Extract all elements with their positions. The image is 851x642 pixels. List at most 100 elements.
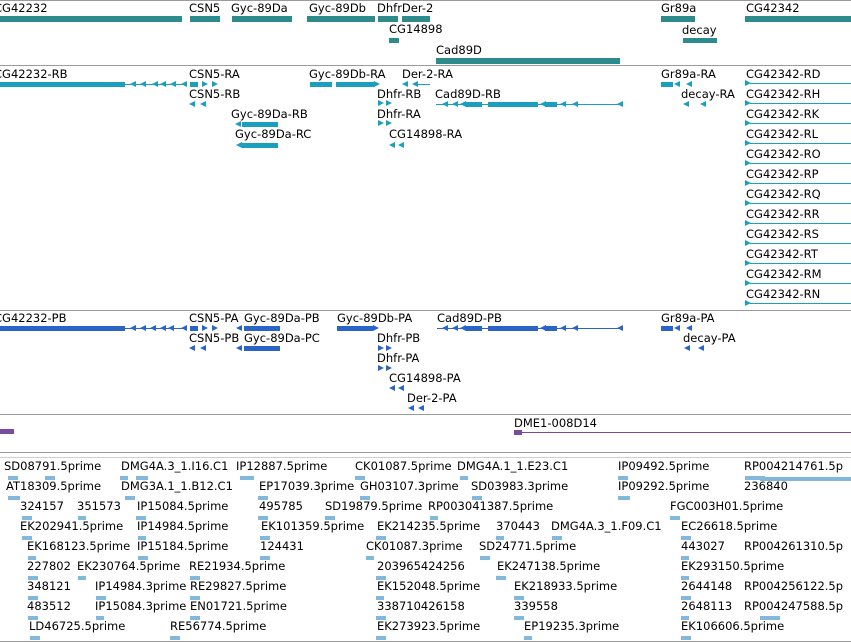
est-label[interactable]: 124431 [260,539,304,553]
protein-label[interactable]: Dhfr-PB [377,331,421,345]
est-label[interactable]: 370443 [496,519,540,533]
feature-bar[interactable] [466,326,482,331]
est-label[interactable]: RP004247588.5p [744,599,844,613]
est-bar[interactable] [28,616,38,620]
protein-label[interactable]: CSN5-PB [189,331,240,345]
est-bar[interactable] [681,556,689,560]
gene-label[interactable]: decay [682,23,717,37]
est-label[interactable]: IP09492.5prime [618,459,710,473]
feature-bar[interactable] [0,82,125,87]
gene-bar[interactable] [307,16,375,22]
est-bar[interactable] [376,596,384,600]
gene-bar[interactable] [378,16,398,22]
est-bar[interactable] [138,536,146,540]
protein-label[interactable]: Gr89a-PA [661,311,715,325]
est-label[interactable]: 348121 [27,579,71,593]
gene-bar[interactable] [389,38,399,43]
transcript-label[interactable]: CG14898-RA [389,127,463,141]
est-bar[interactable] [376,536,386,540]
est-bar[interactable] [28,556,36,560]
est-bar[interactable] [681,596,691,600]
est-bar[interactable] [260,556,270,560]
gene-label[interactable]: CG14898 [389,22,443,36]
transcript-label[interactable]: CG42342-RL [746,127,819,141]
est-label[interactable]: IP12887.5prime [236,459,328,473]
est-label[interactable]: 236840 [744,479,788,493]
est-bar[interactable] [8,496,20,500]
transcript-label[interactable]: CG42342-RK [746,107,820,121]
est-bar[interactable] [120,476,128,480]
transcript-label[interactable]: CG42342-RN [746,287,821,301]
gene-label[interactable]: CG42232 [0,1,48,15]
feature-bar[interactable] [0,326,125,331]
est-label[interactable]: DMG4A.3_1.I16.C1 [121,459,229,473]
est-bar[interactable] [376,636,386,640]
est-bar[interactable] [8,476,18,480]
feature-bar[interactable] [244,326,280,331]
est-label[interactable]: EK230764.5prime [77,559,181,573]
transcript-label[interactable]: CSN5-RB [189,87,241,101]
est-bar[interactable] [136,476,148,480]
est-label[interactable]: SD19879.5prime [325,499,423,513]
est-bar[interactable] [460,476,468,480]
est-bar[interactable] [190,596,200,600]
est-bar[interactable] [472,496,482,500]
est-label[interactable]: EK218933.5prime [514,579,618,593]
est-label[interactable]: RP004214761.5p [744,459,844,473]
est-bar[interactable] [376,616,386,620]
est-bar[interactable] [760,616,780,620]
protein-label[interactable]: Der-2-PA [407,391,457,405]
est-label[interactable]: RP004261310.5p [744,539,844,553]
est-label[interactable]: GH03107.3prime [360,479,459,493]
gene-bar[interactable] [0,16,182,22]
est-bar[interactable] [480,556,490,560]
est-label[interactable]: 443027 [681,539,725,553]
feature-bar[interactable] [310,82,332,87]
est-bar[interactable] [138,556,148,560]
est-label[interactable]: EC26618.5prime [681,519,778,533]
feature-bar[interactable] [337,326,373,331]
est-label[interactable]: AT18309.5prime [6,479,102,493]
est-bar[interactable] [258,496,268,500]
feature-bar[interactable] [661,326,673,331]
est-bar[interactable] [190,576,200,580]
est-label[interactable]: CK01087.3prime [366,539,463,553]
gene-label[interactable]: Gr89a [661,1,697,15]
est-bar[interactable] [136,516,146,520]
protein-label[interactable]: CG42232-PB [0,311,67,325]
est-bar[interactable] [28,576,38,580]
protein-label[interactable]: Cad89D-PB [437,311,502,325]
feature-bar[interactable] [488,102,538,107]
gene-bar[interactable] [745,16,851,22]
est-bar[interactable] [190,616,200,620]
protein-label[interactable]: Gyc-89Db-PA [337,311,413,325]
clone-label[interactable]: DME1-008D14 [514,416,597,430]
protein-label[interactable]: CG14898-PA [389,371,461,385]
est-label[interactable]: EP19235.3prime [524,619,620,633]
transcript-label[interactable]: CG42342-RM [746,267,822,281]
clone-bar[interactable] [514,430,522,435]
transcript-label[interactable]: Dhfr-RB [377,87,422,101]
est-label[interactable]: EK106606.5prime [681,619,785,633]
transcript-label[interactable]: CG42342-RH [746,87,821,101]
est-label[interactable]: RE21934.5prime [189,559,286,573]
est-label[interactable]: SD03983.3prime [471,479,569,493]
gene-label[interactable]: Gyc-89Db [309,1,366,15]
est-label[interactable]: IP09292.5prime [618,479,710,493]
est-bar[interactable] [681,616,689,620]
est-bar[interactable] [376,576,386,580]
est-bar[interactable] [681,536,691,540]
transcript-label[interactable]: Gyc-89Da-RB [231,107,308,121]
est-label[interactable]: 227802 [27,559,71,573]
est-label[interactable]: 351573 [77,499,121,513]
est-bar[interactable] [22,536,32,540]
transcript-label[interactable]: Gyc-89Da-RC [235,127,312,141]
est-label[interactable]: EK273923.5prime [377,619,481,633]
est-label[interactable]: RP004256122.5p [744,579,844,593]
feature-bar[interactable] [190,82,198,87]
est-bar[interactable] [760,477,851,481]
est-label[interactable]: 2648113 [681,599,733,613]
est-bar[interactable] [514,616,524,620]
est-bar[interactable] [22,516,32,520]
est-label[interactable]: RE56774.5prime [170,619,267,633]
